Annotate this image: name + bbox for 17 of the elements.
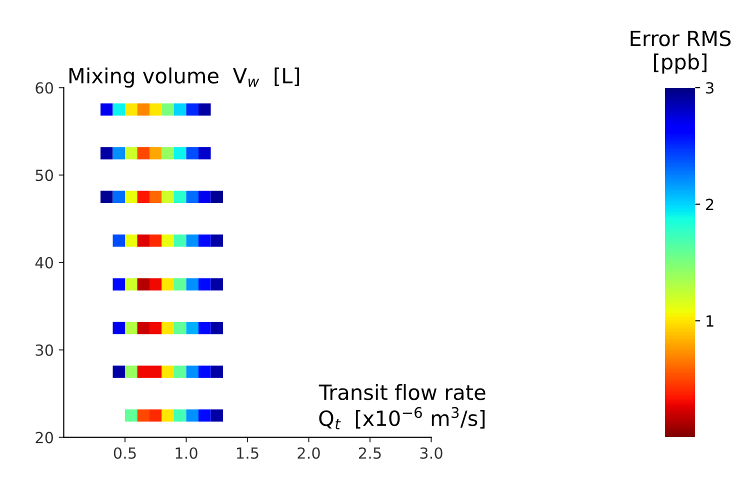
y-tick-label: 50 (36, 170, 54, 182)
annotation: Transit flow rate Q$_{t}$ [x10$^{−6}$ m$^{3}$/s] (318, 384, 486, 430)
y-tick-label: 40 (35, 256, 54, 269)
chart-title: Mixing volume V$_{w}$ [L] (69, 67, 300, 88)
y-tick-label: 60 (36, 82, 54, 94)
x-tick-label: 1.5 (237, 448, 258, 459)
color-bar-label: 3 (706, 82, 714, 94)
x-tick-label: 3.0 (420, 447, 442, 459)
x-tick-label: 2.0 (298, 447, 320, 459)
y-tick-label: 30 (36, 344, 54, 356)
color-bar-label: 2 (706, 198, 714, 210)
y-tick-label: 20 (36, 432, 54, 444)
x-tick-label: 2.5 (358, 447, 381, 459)
color-bar-label: 1 (706, 315, 714, 327)
x-tick-label: 0.5 (114, 447, 136, 459)
x-tick-label: 1.0 (176, 447, 198, 459)
color-bar-title: Error RMS [ppb] (630, 30, 731, 74)
